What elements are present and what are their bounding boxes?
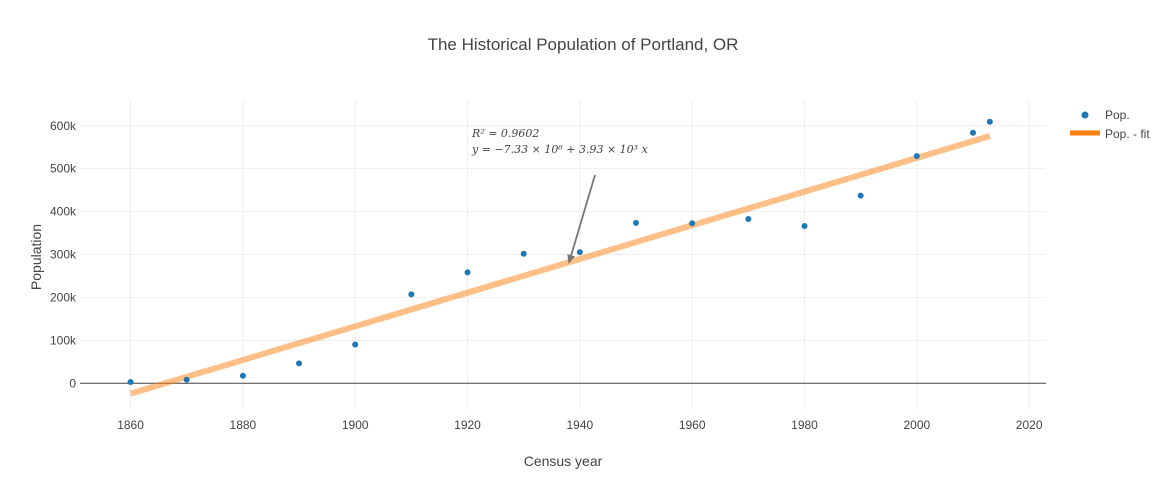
x-axis-title: Census year <box>524 453 603 469</box>
y-tick-label: 600k <box>50 119 77 133</box>
legend-marker-pop <box>1081 111 1089 119</box>
legend-label-pop: Pop. <box>1105 108 1130 122</box>
legend-item-pop[interactable]: Pop. <box>1081 108 1130 122</box>
y-tick-labels: 0 100k 200k 300k 400k 500k 600k <box>50 119 77 391</box>
data-point[interactable] <box>239 372 246 379</box>
x-tick-label: 2020 <box>1016 418 1043 432</box>
annotation-arrow <box>570 174 596 256</box>
fit-line <box>129 133 991 397</box>
chart-title: The Historical Population of Portland, O… <box>428 35 739 54</box>
x-tick-label: 2000 <box>903 418 930 432</box>
data-point[interactable] <box>633 219 640 226</box>
data-point[interactable] <box>576 249 583 256</box>
x-tick-label: 1960 <box>679 418 706 432</box>
data-point[interactable] <box>801 223 808 230</box>
x-tick-labels: 1860 1880 1900 1920 1940 1960 1980 2000 2020 <box>117 418 1043 432</box>
y-tick-label: 100k <box>50 333 77 347</box>
data-points <box>127 118 993 386</box>
x-tick-label: 1860 <box>117 418 144 432</box>
legend[interactable]: Pop. Pop. - fit <box>1070 108 1150 141</box>
data-point[interactable] <box>352 341 359 348</box>
data-point[interactable] <box>408 291 415 298</box>
data-point[interactable] <box>745 216 752 223</box>
x-tick-label: 1900 <box>342 418 369 432</box>
y-tick-label: 400k <box>50 205 77 219</box>
y-tick-label: 200k <box>50 290 77 304</box>
data-point[interactable] <box>689 220 696 227</box>
y-tick-label: 500k <box>50 162 77 176</box>
data-point[interactable] <box>296 360 303 367</box>
data-point[interactable] <box>969 129 976 136</box>
y-gridlines <box>80 125 1046 341</box>
y-tick-label: 300k <box>50 248 77 262</box>
x-tick-label: 1920 <box>454 418 481 432</box>
data-point[interactable] <box>464 269 471 276</box>
y-tick-label: 0 <box>69 376 76 390</box>
legend-label-fit: Pop. - fit <box>1105 127 1150 141</box>
data-point[interactable] <box>183 376 190 383</box>
data-point[interactable] <box>127 379 134 386</box>
data-point[interactable] <box>857 192 864 199</box>
y-axis-title: Population <box>28 224 44 290</box>
legend-item-fit[interactable]: Pop. - fit <box>1070 127 1150 141</box>
x-tick-label: 1980 <box>791 418 818 432</box>
fit-annotation: R² = 0.9602 y = −7.33 × 10⁶ + 3.93 × 10³… <box>471 127 649 264</box>
data-point[interactable] <box>520 250 527 257</box>
data-point[interactable] <box>986 118 993 125</box>
x-tick-label: 1940 <box>566 418 593 432</box>
annotation-arrowhead <box>567 254 576 264</box>
annotation-r2: R² = 0.9602 <box>471 127 539 140</box>
data-point[interactable] <box>913 153 920 160</box>
annotation-equation: y = −7.33 × 10⁶ + 3.93 × 10³ x <box>471 143 649 156</box>
x-tick-label: 1880 <box>230 418 257 432</box>
